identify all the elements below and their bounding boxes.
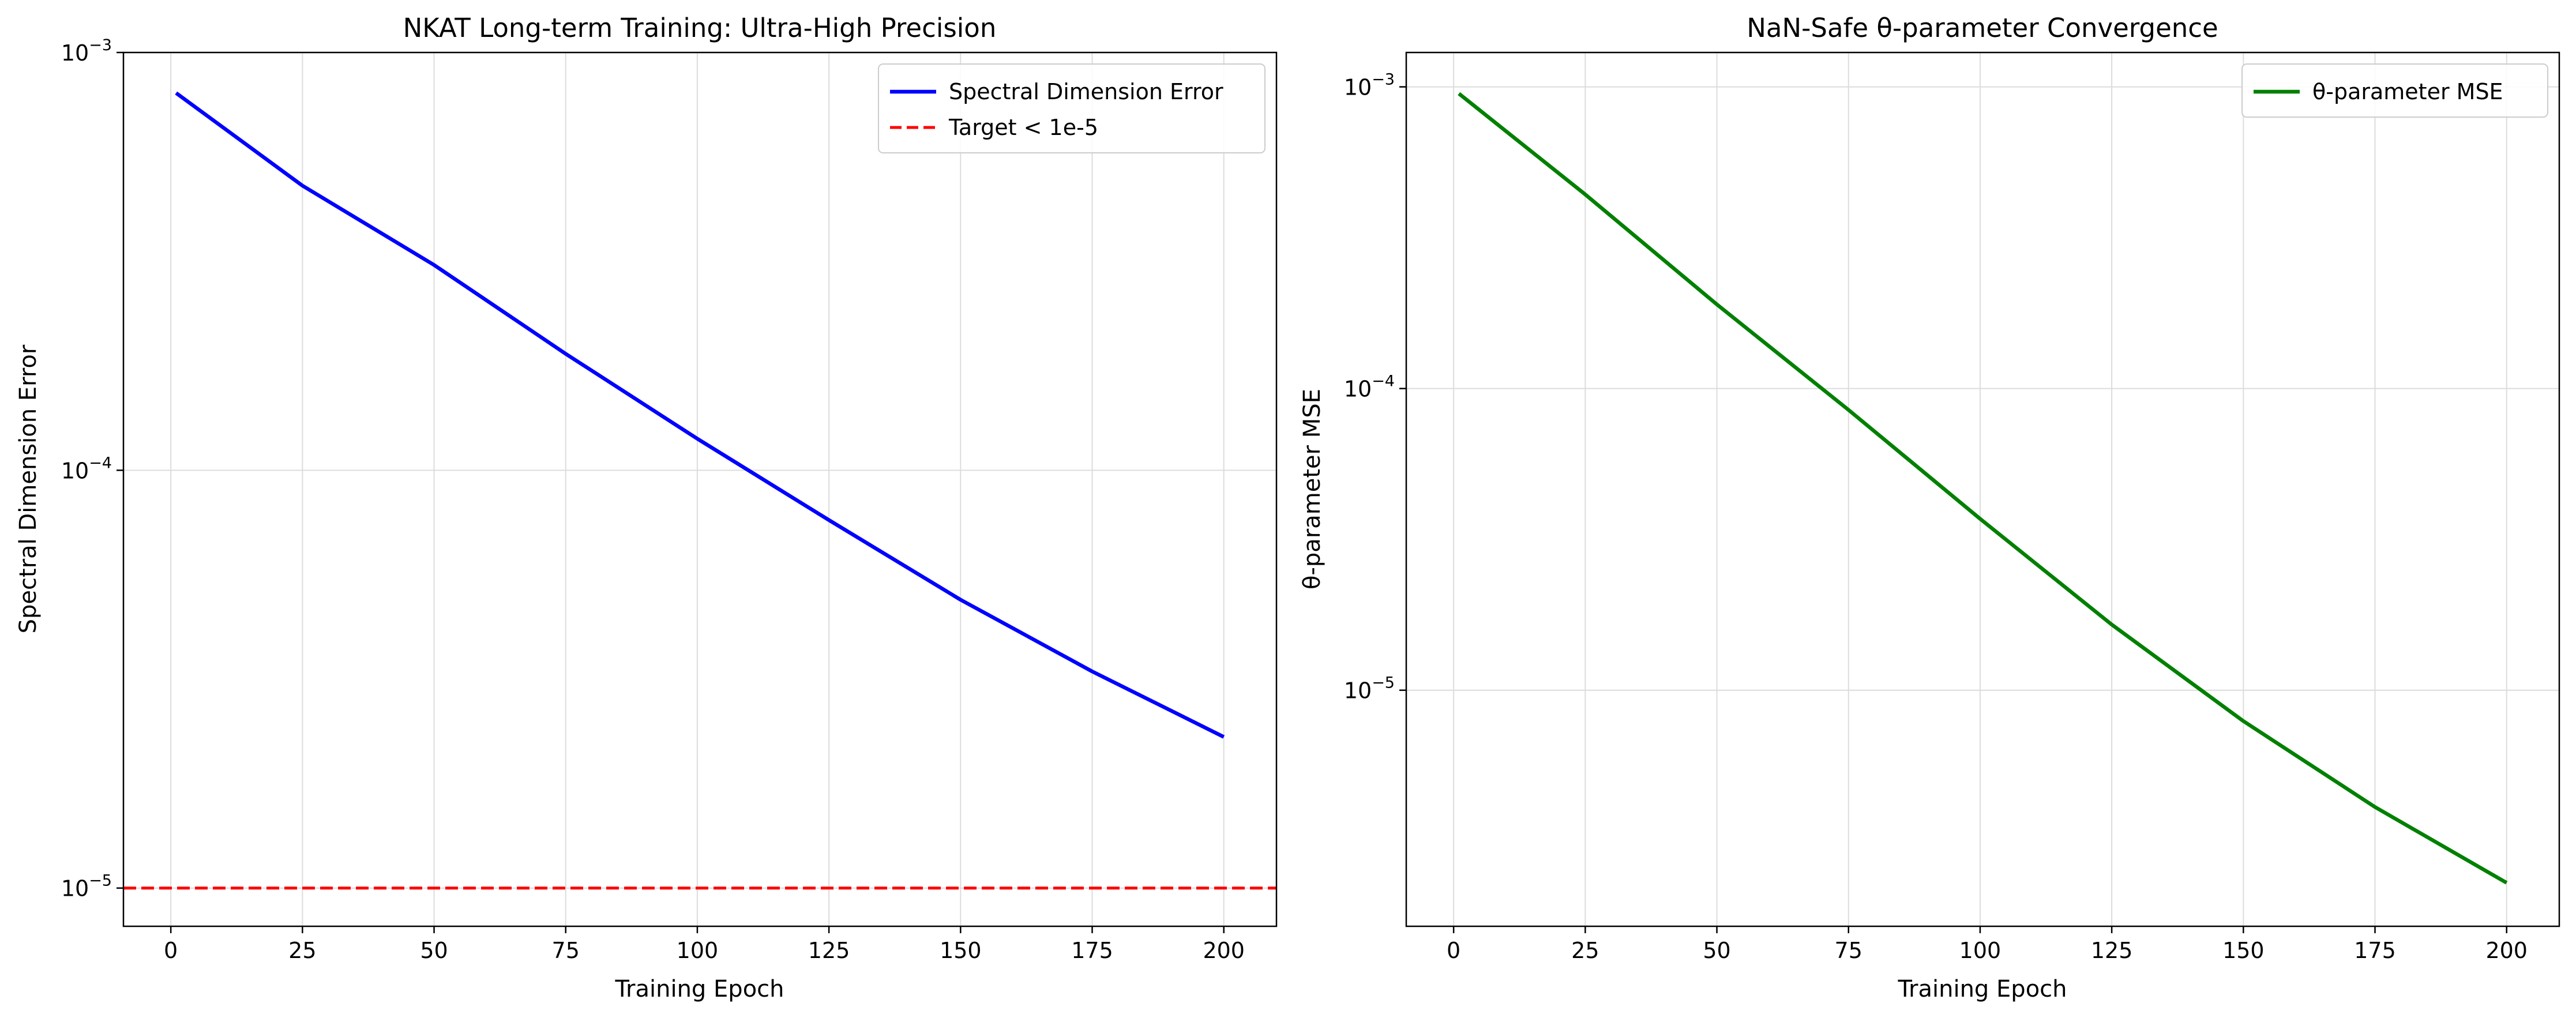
x-axis-label: Training Epoch [1897,976,2067,1002]
plot-frame [122,51,1278,927]
legend-label: Spectral Dimension Error [949,79,1223,104]
x-tick-label: 75 [1835,938,1862,963]
legend-box [2241,63,2548,118]
chart-spectral-error: NKAT Long-term Training: Ultra-High Prec… [15,13,1278,1002]
x-tick-label: 125 [808,938,850,963]
x-tick-label: 100 [677,938,719,963]
legend-box [878,63,1266,153]
chart-title: NKAT Long-term Training: Ultra-High Prec… [403,13,997,43]
series-line [1458,92,2508,885]
y-tick-label: 10−4 [61,454,112,483]
series-group [1458,92,2508,885]
chart-title: NaN-Safe θ-parameter Convergence [1747,13,2218,43]
y-tick-label: 10−3 [61,36,112,66]
x-axis-label: Training Epoch [614,976,784,1002]
x-tick-label: 200 [1203,938,1245,963]
x-tick-label: 100 [1959,938,2002,963]
x-tick-label: 175 [2354,938,2396,963]
y-tick-label: 10−4 [1344,373,1395,402]
y-tick-label: 10−3 [1344,71,1395,100]
x-tick-label: 0 [164,938,178,963]
series-line [175,91,1225,739]
y-axis-ticks: 10−5 10−4 10−3 [1344,71,1406,704]
x-tick-label: 50 [1703,938,1730,963]
chart-theta-mse: NaN-Safe θ-parameter Convergence 0 25 50 75… [1299,13,2560,1002]
x-tick-label: 0 [1447,938,1460,963]
x-axis-ticks: 0 25 50 75 100 125 150 175 200 [1447,926,2528,963]
x-tick-label: 25 [288,938,316,963]
x-tick-label: 175 [1071,938,1113,963]
y-tick-label: 10−5 [1344,674,1395,704]
legend: θ-parameter MSE [2241,63,2548,118]
x-tick-label: 75 [552,938,580,963]
y-axis-ticks: 10−5 10−4 10−3 [61,36,123,901]
x-tick-label: 200 [2485,938,2528,963]
x-axis-ticks: 0 25 50 75 100 125 150 175 200 [164,926,1245,963]
legend-label: Target < 1e-5 [948,115,1098,140]
plot-frame [1405,51,2560,927]
x-tick-label: 125 [2091,938,2133,963]
plot-area: 0 25 50 75 100 125 150 175 200 10−5 10−4 10−3 Spectr… [61,36,1278,963]
x-tick-label: 25 [1571,938,1599,963]
y-axis-label: θ-parameter MSE [1299,389,1325,589]
legend-label: θ-parameter MSE [2312,79,2503,104]
x-tick-label: 150 [940,938,982,963]
gridlines [1406,52,2559,926]
y-axis-label: Spectral Dimension Error [15,344,42,633]
x-tick-label: 150 [2222,938,2265,963]
series-group [123,91,1276,890]
x-tick-label: 50 [420,938,448,963]
legend: Spectral Dimension Error Target < 1e-5 [878,63,1266,153]
y-tick-label: 10−5 [61,872,112,901]
plot-area: 0 25 50 75 100 125 150 175 200 10−5 10−4 10−3 θ-para… [1344,51,2560,963]
